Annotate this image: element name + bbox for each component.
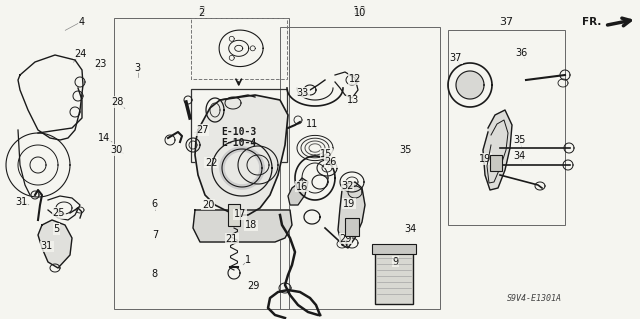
Text: 13: 13 — [347, 95, 360, 106]
Text: 33: 33 — [296, 87, 309, 98]
Text: 10: 10 — [353, 8, 366, 18]
Text: 21: 21 — [225, 234, 238, 244]
Text: 10: 10 — [353, 6, 367, 16]
Bar — [375, 252, 413, 304]
Text: S9V4-E1301A: S9V4-E1301A — [507, 294, 562, 303]
Text: 27: 27 — [196, 125, 209, 135]
Polygon shape — [38, 220, 72, 268]
Text: 31: 31 — [15, 197, 28, 207]
Text: 15: 15 — [320, 149, 333, 159]
Text: 4: 4 — [78, 17, 84, 27]
Text: 29: 29 — [247, 280, 260, 291]
Polygon shape — [288, 178, 308, 205]
Bar — [345, 218, 359, 236]
Text: 1: 1 — [245, 255, 252, 265]
Text: 2: 2 — [198, 8, 205, 18]
Polygon shape — [483, 110, 512, 190]
Text: 29: 29 — [339, 234, 352, 244]
Text: 19: 19 — [342, 198, 355, 209]
Bar — [490, 155, 502, 171]
Text: FR.: FR. — [582, 17, 602, 27]
Polygon shape — [338, 182, 365, 248]
Text: 18: 18 — [244, 220, 257, 230]
Text: 28: 28 — [111, 97, 124, 107]
Bar — [448, 30, 565, 225]
Text: 3: 3 — [134, 63, 141, 73]
Text: 14: 14 — [98, 133, 111, 143]
Bar — [280, 27, 440, 309]
Polygon shape — [195, 95, 288, 215]
Text: 17: 17 — [234, 209, 246, 219]
Text: 2: 2 — [198, 6, 205, 16]
Text: 19: 19 — [479, 154, 492, 164]
Bar — [228, 204, 240, 226]
Bar — [191, 18, 287, 79]
Text: 16: 16 — [296, 182, 308, 192]
Text: E-10-3
E-10-4: E-10-3 E-10-4 — [221, 127, 257, 148]
Text: 35: 35 — [513, 135, 525, 145]
Text: 31: 31 — [40, 241, 53, 251]
Text: 22: 22 — [205, 158, 218, 168]
Text: 24: 24 — [74, 48, 86, 59]
Bar — [372, 244, 416, 254]
Text: 5: 5 — [53, 224, 60, 234]
Bar — [114, 18, 289, 309]
Text: 36: 36 — [515, 48, 528, 58]
Text: 34: 34 — [513, 151, 526, 161]
Polygon shape — [456, 71, 484, 99]
Text: 32: 32 — [341, 181, 354, 191]
Text: 25: 25 — [52, 208, 65, 218]
Text: 7: 7 — [152, 230, 158, 241]
Text: 9: 9 — [392, 256, 399, 267]
Text: 37: 37 — [449, 53, 462, 63]
Text: 37: 37 — [499, 17, 513, 27]
Polygon shape — [193, 210, 292, 242]
Text: 6: 6 — [152, 199, 158, 209]
Text: 30: 30 — [110, 145, 123, 155]
Text: 35: 35 — [399, 145, 412, 155]
Text: 8: 8 — [152, 269, 158, 279]
Bar — [191, 89, 287, 162]
Text: 34: 34 — [404, 224, 417, 234]
Text: 12: 12 — [349, 74, 362, 84]
Text: 26: 26 — [324, 157, 337, 167]
Text: 11: 11 — [306, 119, 319, 130]
Text: 20: 20 — [202, 200, 214, 210]
Text: 23: 23 — [94, 59, 107, 69]
